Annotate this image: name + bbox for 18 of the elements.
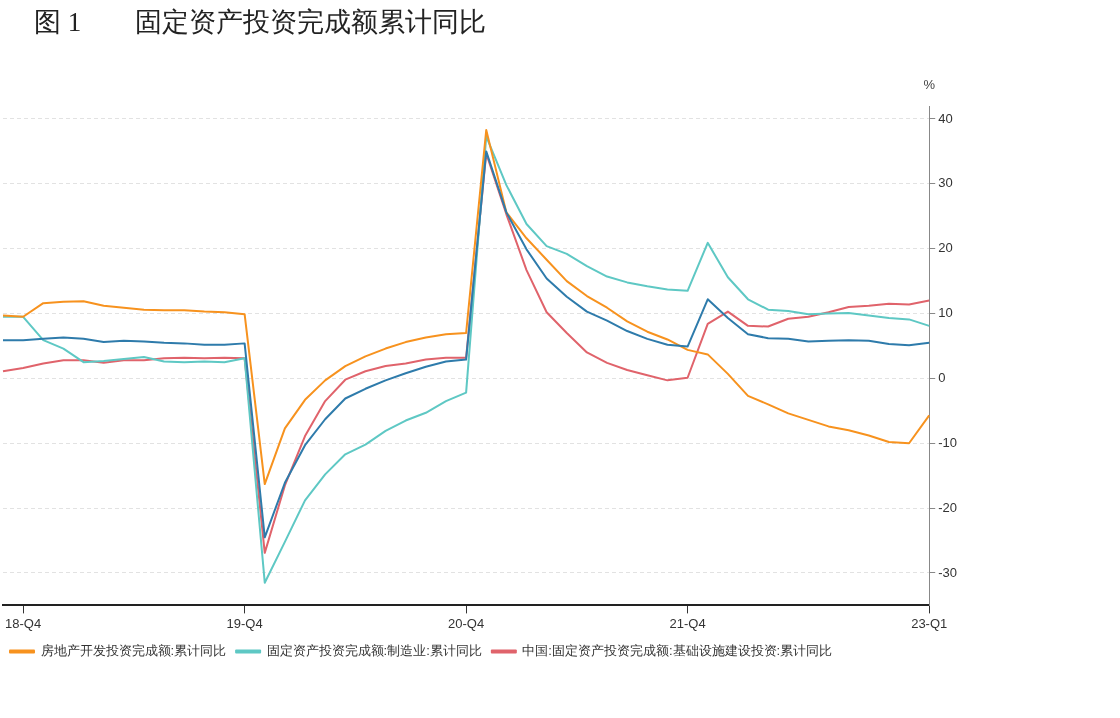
x-tick-label: 21-Q4 [669, 615, 706, 631]
y-tick-label: -10 [938, 434, 958, 450]
legend-label: 固定资产投资完成额:制造业:累计同比 [266, 643, 482, 659]
y-tick-label: 40 [938, 110, 953, 126]
y-tick-label: 20 [938, 240, 953, 256]
x-tick-label: 18-Q4 [5, 615, 42, 631]
x-tick-label: 20-Q4 [448, 615, 485, 631]
legend-label: 中国:固定资产投资完成额:基础设施建设投资:累计同比 [522, 643, 833, 659]
y-tick-label: 10 [938, 305, 953, 321]
y-tick-label: -20 [938, 499, 958, 515]
x-tick-label: 23-Q1 [911, 615, 948, 631]
y-tick-label: -30 [938, 564, 958, 580]
y-tick-label: 30 [938, 175, 953, 191]
y-axis-title: % [923, 77, 936, 93]
x-tick-label: 19-Q4 [226, 615, 263, 631]
chart-title: 图 1 固定资产投资完成额累计同比 [34, 6, 487, 39]
y-tick-label: 0 [938, 369, 946, 385]
legend-label: 房地产开发投资完成额:累计同比 [40, 643, 227, 659]
